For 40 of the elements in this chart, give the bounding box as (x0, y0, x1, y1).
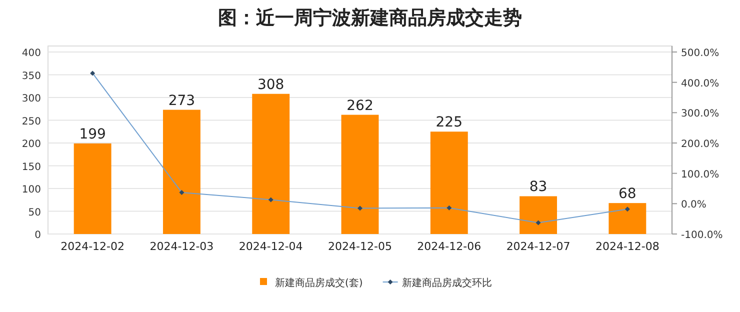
y-tick-label: 150 (22, 162, 41, 173)
y2-tick-label: 400.0% (681, 78, 720, 90)
y2-tick-label: 200.0% (681, 139, 720, 150)
y-tick-label: 300 (22, 94, 41, 104)
bar (74, 143, 112, 234)
data-label: 199 (79, 126, 106, 142)
x-tick-label: 2024-12-08 (595, 240, 660, 253)
x-tick-label: 2024-12-02 (60, 240, 125, 253)
y-tick-label: 100 (22, 184, 41, 196)
legend-label: 新建商品房成交环比 (402, 277, 492, 289)
y2-tick-label: 100.0% (681, 169, 720, 180)
chart-title: 图：近一周宁波新建商品房成交走势 (218, 7, 522, 29)
y-tick-label: 350 (22, 70, 41, 82)
data-label: 308 (257, 76, 284, 93)
bar (430, 132, 468, 234)
y2-tick-label: 0.0% (681, 200, 706, 211)
data-label: 273 (168, 92, 196, 109)
legend-label: 新建商品房成交(套) (275, 277, 363, 289)
y-tick-label: 0 (34, 230, 41, 241)
bar (341, 114, 379, 234)
x-tick-label: 2024-12-06 (417, 240, 482, 253)
x-tick-label: 2024-12-04 (238, 240, 303, 253)
data-label: 262 (346, 98, 374, 114)
data-label: 68 (618, 186, 636, 202)
bar (162, 110, 200, 234)
x-tick-label: 2024-12-07 (506, 240, 570, 253)
x-tick-label: 2024-12-05 (328, 240, 392, 253)
bar (252, 94, 290, 234)
y2-tick-label: 300.0% (681, 108, 720, 120)
bar (520, 196, 558, 234)
y2-tick-label: -100.0% (681, 230, 723, 241)
x-tick-label: 2024-12-03 (150, 240, 214, 253)
data-label: 225 (436, 114, 463, 131)
y-tick-label: 250 (22, 116, 41, 128)
y-tick-label: 50 (28, 207, 41, 218)
y-tick-label: 200 (22, 139, 41, 150)
y-tick-label: 400 (22, 48, 41, 59)
y2-tick-label: 500.0% (681, 48, 720, 59)
bar (608, 203, 646, 234)
data-label: 83 (529, 179, 548, 196)
